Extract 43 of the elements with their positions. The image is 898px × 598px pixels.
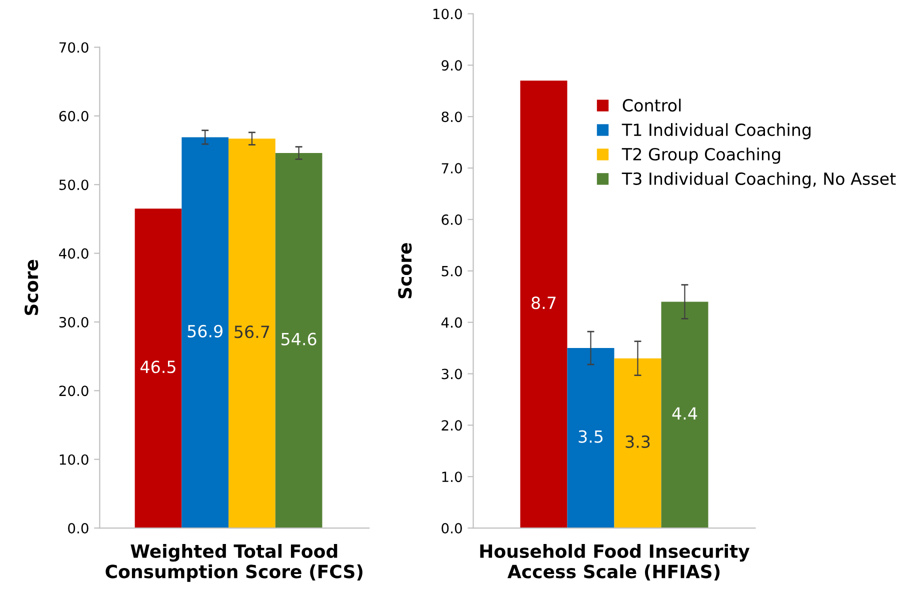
bar bbox=[134, 208, 182, 528]
bar bbox=[567, 348, 614, 528]
data-label: 56.9 bbox=[188, 324, 222, 338]
data-label: 3.5 bbox=[578, 430, 603, 443]
y-tick-label: 4.0 bbox=[441, 317, 462, 328]
y-tick-label: 2.0 bbox=[442, 420, 462, 431]
y-tick-label: 20.0 bbox=[59, 386, 88, 396]
bar bbox=[614, 358, 662, 528]
data-label: 46.5 bbox=[140, 360, 176, 374]
bar bbox=[520, 80, 568, 528]
y-tick-label: 3.0 bbox=[442, 368, 462, 380]
data-label: 54.6 bbox=[282, 332, 316, 346]
y-tick-label: 0.0 bbox=[68, 523, 88, 534]
y-tick-label: 5.0 bbox=[442, 266, 462, 276]
data-label: 8.7 bbox=[532, 296, 556, 310]
y-tick-label: 50.0 bbox=[59, 180, 88, 190]
y-tick-label: 6.0 bbox=[442, 214, 462, 225]
y-tick-label: 30.0 bbox=[59, 316, 88, 328]
y-tick-label: 1.0 bbox=[442, 472, 462, 482]
y-tick-label: 0.0 bbox=[442, 523, 462, 534]
legend-label: T2 Group Coaching bbox=[622, 148, 780, 164]
data-label: 3.3 bbox=[626, 435, 650, 448]
bar bbox=[275, 153, 322, 528]
y-tick-label: 40.0 bbox=[59, 248, 88, 259]
bar bbox=[228, 138, 276, 528]
y-tick-label: 60.0 bbox=[59, 110, 88, 122]
data-label: 4.4 bbox=[672, 407, 698, 420]
y-tick-label: 8.0 bbox=[442, 112, 462, 122]
y-tick-label: 10.0 bbox=[433, 8, 462, 20]
legend-label: Control bbox=[622, 98, 681, 112]
data-label: 56.7 bbox=[234, 326, 270, 338]
x-axis-title: Weighted Total Food Consumption Score (FCS) bbox=[106, 544, 362, 582]
bar bbox=[182, 137, 229, 528]
y-axis-title: Score bbox=[398, 243, 412, 298]
legend-label: T1 Individual Coaching bbox=[622, 123, 810, 140]
y-tick-label: 70.0 bbox=[59, 42, 88, 53]
y-tick-label: 9.0 bbox=[442, 60, 462, 71]
bar bbox=[661, 302, 708, 528]
y-axis-title: Score bbox=[24, 260, 38, 315]
x-axis-title: Household Food Insecurity Access Scale (HFIAS) bbox=[480, 544, 750, 580]
y-tick-label: 7.0 bbox=[442, 163, 462, 174]
legend-label: T3 Individual Coaching, No Asset bbox=[622, 172, 896, 188]
y-tick-label: 10.0 bbox=[60, 454, 88, 465]
